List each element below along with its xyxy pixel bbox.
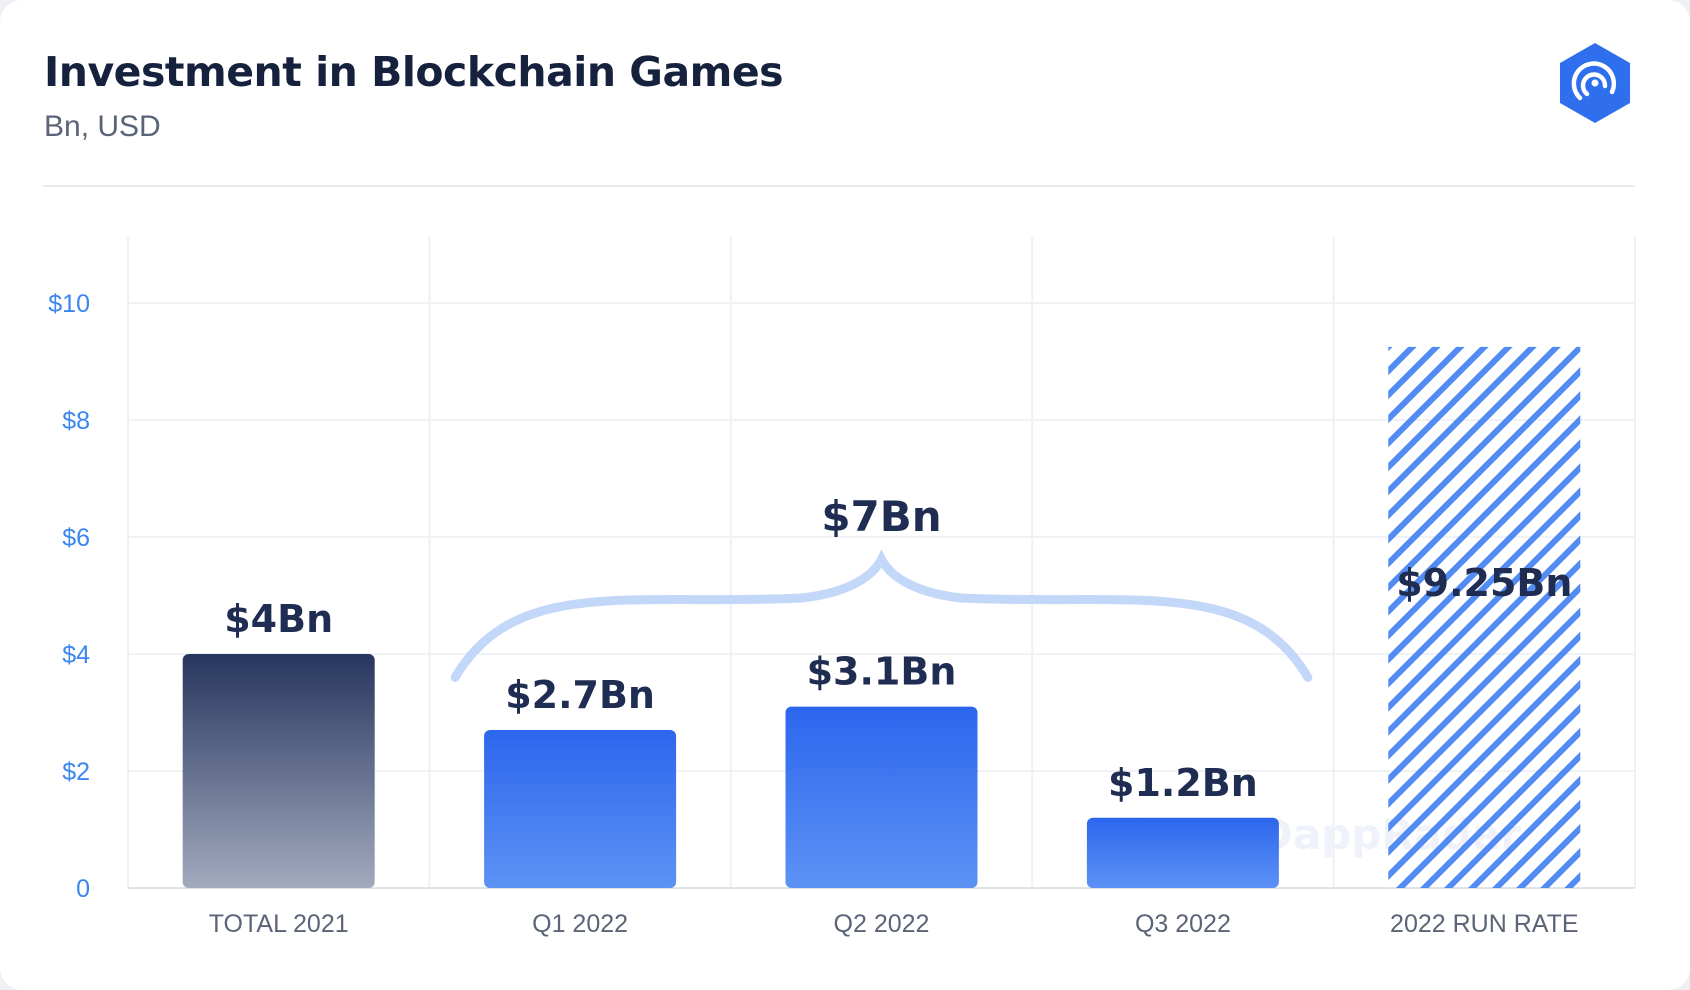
x-tick-label-total-2021: TOTAL 2021	[209, 910, 349, 938]
data-label-q1-2022: $2.7Bn	[505, 673, 655, 717]
chart-subtitle: Bn, USD	[44, 110, 161, 143]
header-divider	[43, 185, 1635, 187]
data-label-total-2021: $4Bn	[224, 597, 333, 641]
bar-2022-run-rate	[1388, 346, 1581, 888]
x-tick-label-q3-2022: Q3 2022	[1135, 910, 1231, 938]
brace-annotation-label: $7Bn	[821, 492, 941, 541]
bar-q3-2022	[1086, 817, 1279, 888]
bar-total-2021	[182, 654, 375, 888]
y-tick-label: $2	[62, 758, 90, 786]
chart-title: Investment in Blockchain Games	[44, 48, 784, 96]
x-tick-label-2022-run-rate: 2022 RUN RATE	[1390, 910, 1579, 938]
bar-q1-2022	[484, 730, 677, 888]
y-tick-label: $6	[62, 524, 90, 552]
y-tick-label: 0	[76, 875, 90, 903]
y-tick-label: $10	[48, 290, 90, 318]
brace-annotation	[450, 549, 1313, 682]
y-tick-label: $8	[62, 407, 90, 435]
data-label-q3-2022: $1.2Bn	[1108, 761, 1258, 805]
x-tick-label-q1-2022: Q1 2022	[532, 910, 628, 938]
data-label-2022-run-rate: $9.25Bn	[1396, 561, 1572, 605]
data-label-q2-2022: $3.1Bn	[807, 650, 957, 694]
dappradar-logo-icon	[1560, 43, 1630, 123]
x-tick-label-q2-2022: Q2 2022	[834, 910, 930, 938]
y-tick-label: $4	[62, 641, 90, 669]
bar-q2-2022	[785, 706, 978, 888]
